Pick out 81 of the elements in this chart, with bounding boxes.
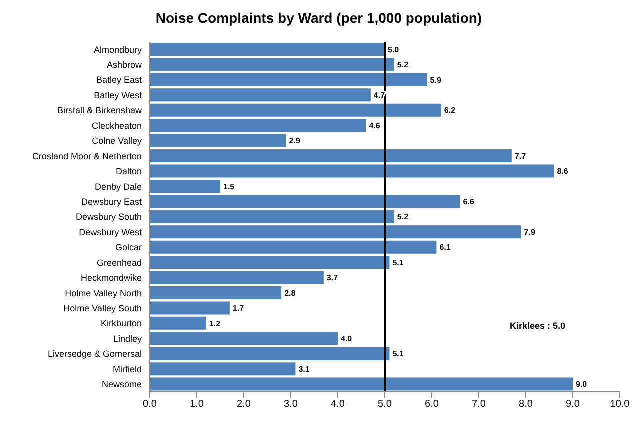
data-label: 8.6	[557, 167, 569, 176]
data-label: 6.2	[444, 106, 456, 116]
y-tick-label: Lindley	[113, 334, 142, 344]
data-label: 5.1	[392, 350, 404, 359]
y-tick-label: Batley West	[94, 90, 142, 100]
x-tick-label: 7.0	[472, 399, 486, 410]
bar	[150, 104, 442, 117]
y-tick-label: Greenhead	[96, 258, 142, 268]
bar	[150, 362, 296, 376]
bar	[150, 73, 428, 86]
y-tick-label: Denby Dale	[94, 182, 142, 192]
data-label: 1.7	[232, 304, 245, 314]
y-tick-label: Mirfield	[112, 364, 142, 374]
data-label: 7.7	[514, 152, 527, 161]
bar	[150, 378, 573, 391]
data-label: 5.9	[430, 76, 442, 85]
data-label: 3.7	[326, 274, 339, 283]
y-tick-label: Almondbury	[94, 44, 142, 55]
x-tick-label: 0.0	[143, 399, 158, 410]
x-tick-label: 10.0	[610, 399, 630, 410]
y-tick-label: Cleckheaton	[92, 120, 142, 131]
data-label: 6.6	[463, 198, 475, 207]
bar	[150, 347, 390, 360]
bar	[150, 271, 324, 284]
y-tick-label: Ashbrow	[106, 60, 142, 70]
y-tick-label: Dalton	[116, 166, 142, 177]
x-tick-label: 2.0	[237, 399, 252, 410]
bar	[150, 256, 390, 270]
x-tick-label: 1.0	[190, 399, 204, 410]
x-tick-label: 3.0	[284, 399, 298, 410]
data-label: 4.0	[341, 334, 353, 344]
data-label: 7.9	[524, 228, 536, 237]
chart-title: Noise Complaints by Ward (per 1,000 population)	[154, 9, 484, 28]
x-tick-label: 8.0	[519, 399, 534, 410]
ref-line-label: Kirklees : 5.0	[510, 321, 566, 331]
y-tick-label: Batley East	[96, 75, 142, 86]
data-label: 1.5	[224, 182, 236, 192]
x-tick-label: 6.0	[425, 399, 440, 410]
bar	[150, 58, 394, 72]
data-label: 9.0	[576, 380, 588, 390]
data-label: 6.1	[440, 243, 452, 252]
data-label: 5.0	[388, 45, 400, 54]
bar	[150, 119, 366, 132]
y-tick-label: Golcar	[115, 242, 142, 253]
bar	[150, 332, 338, 346]
bar	[150, 134, 286, 148]
bar	[150, 150, 512, 163]
bar	[150, 240, 437, 254]
y-tick-label: Birstall & Birkenshaw	[57, 106, 142, 116]
x-tick-label: 5.0	[378, 399, 392, 410]
y-tick-label: Liversedge & Gomersal	[48, 349, 142, 360]
y-tick-label: Dewsbury East	[81, 196, 142, 207]
y-tick-label: Holme Valley South	[64, 304, 142, 314]
data-label: 3.1	[298, 364, 310, 374]
data-label: 5.1	[392, 258, 404, 268]
y-tick-label: Crosland Moor & Netherton	[32, 151, 142, 162]
bar	[150, 88, 371, 102]
y-tick-label: Dewsbury South	[76, 212, 142, 222]
bar	[150, 302, 230, 315]
bar	[150, 195, 460, 208]
bar	[150, 164, 554, 178]
bar	[150, 180, 220, 193]
data-label: 1.2	[209, 319, 222, 328]
y-tick-label: Holme Valley North	[65, 288, 142, 298]
x-tick-label: 4.0	[331, 399, 346, 410]
data-label: 5.2	[397, 60, 410, 70]
data-label: 5.2	[397, 212, 410, 222]
y-tick-label: Heckmondwike	[80, 273, 142, 284]
bar	[150, 210, 394, 224]
data-label: 2.9	[289, 136, 301, 146]
x-tick-label: 9.0	[566, 399, 580, 410]
y-tick-label: Newsome	[102, 380, 142, 390]
y-tick-label: Kirkburton	[100, 318, 142, 329]
y-tick-label: Dewsbury West	[79, 227, 142, 238]
data-label: 4.6	[369, 121, 381, 130]
data-label: 2.8	[284, 288, 296, 298]
bar	[150, 316, 206, 330]
y-tick-label: Colne Valley	[92, 136, 142, 146]
bar	[150, 226, 522, 239]
bar	[150, 286, 282, 300]
bar	[150, 43, 385, 56]
